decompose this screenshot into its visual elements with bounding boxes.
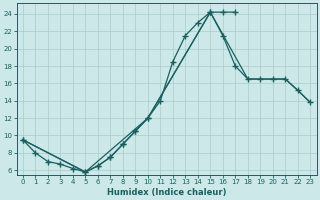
X-axis label: Humidex (Indice chaleur): Humidex (Indice chaleur) xyxy=(107,188,226,197)
